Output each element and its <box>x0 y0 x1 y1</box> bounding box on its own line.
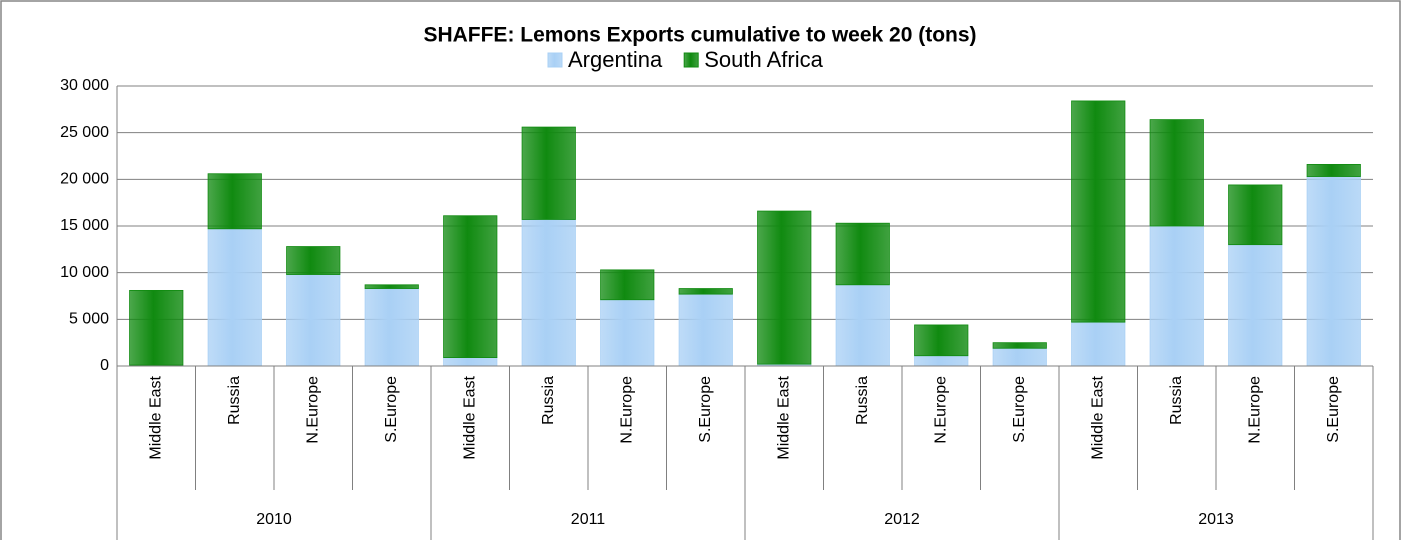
x-tick-label: Russia <box>226 376 243 425</box>
bar-segment <box>1149 225 1204 367</box>
legend-swatch <box>547 52 563 68</box>
y-tick-label: 10 000 <box>60 264 109 281</box>
x-tick-label: N.Europe <box>304 376 321 444</box>
x-tick-label: Middle East <box>147 375 164 459</box>
bar-segment <box>600 299 655 367</box>
bar-segment <box>1149 119 1204 227</box>
bar-segment <box>364 284 419 289</box>
y-tick-label: 25 000 <box>60 124 109 141</box>
x-tick-label: Middle East <box>1089 375 1106 459</box>
bar-segment <box>286 274 341 367</box>
group-label: 2010 <box>256 511 292 528</box>
chart-title: SHAFFE: Lemons Exports cumulative to wee… <box>423 24 976 47</box>
bar-segment <box>992 347 1047 367</box>
group-label: 2012 <box>884 511 920 528</box>
bar-segment <box>521 126 576 220</box>
group-label: 2011 <box>571 511 606 528</box>
x-tick-label: S.Europe <box>697 376 714 443</box>
bar-segment <box>757 210 812 365</box>
bar-segment <box>286 246 341 275</box>
x-tick-label: N.Europe <box>932 376 949 444</box>
legend-swatch <box>683 52 699 68</box>
bar-segment <box>1228 184 1283 246</box>
bar-segment <box>1306 163 1361 177</box>
x-tick-label: N.Europe <box>618 376 635 444</box>
y-tick-label: 30 000 <box>60 77 109 94</box>
bar-segment <box>835 284 890 367</box>
bar-segment <box>364 288 419 367</box>
y-tick-label: 20 000 <box>60 171 109 188</box>
y-tick-label: 15 000 <box>60 217 109 234</box>
bar-segment <box>443 215 498 359</box>
legend-label: Argentina <box>568 47 663 72</box>
bar-segment <box>1071 321 1126 367</box>
bar-segment <box>992 342 1047 349</box>
bar-segment <box>835 222 890 286</box>
x-tick-label: Middle East <box>461 375 478 459</box>
x-tick-label: Russia <box>854 376 871 425</box>
bar-segment <box>914 355 969 367</box>
bar-segment <box>914 324 969 357</box>
bar-segment <box>129 289 184 366</box>
x-tick-label: Russia <box>540 376 557 425</box>
legend-label: South Africa <box>704 47 823 72</box>
bar-segment <box>1306 176 1361 367</box>
bar-segment <box>443 357 498 367</box>
x-tick-label: S.Europe <box>1011 376 1028 443</box>
x-tick-label: S.Europe <box>1325 376 1342 443</box>
bar-segment <box>600 269 655 301</box>
bar-segment <box>521 219 576 367</box>
x-tick-label: N.Europe <box>1246 376 1263 444</box>
bar-segment <box>207 228 262 367</box>
y-tick-label: 0 <box>100 357 109 374</box>
bar-segment <box>1228 244 1283 367</box>
x-tick-label: Middle East <box>775 375 792 459</box>
y-tick-label: 5 000 <box>69 311 109 328</box>
x-tick-label: S.Europe <box>383 376 400 443</box>
group-label: 2013 <box>1198 511 1234 528</box>
bar-segment <box>1071 100 1126 323</box>
bar-segment <box>678 288 733 295</box>
bar-segment <box>207 173 262 230</box>
x-tick-label: Russia <box>1168 376 1185 425</box>
bar-segment <box>678 293 733 367</box>
